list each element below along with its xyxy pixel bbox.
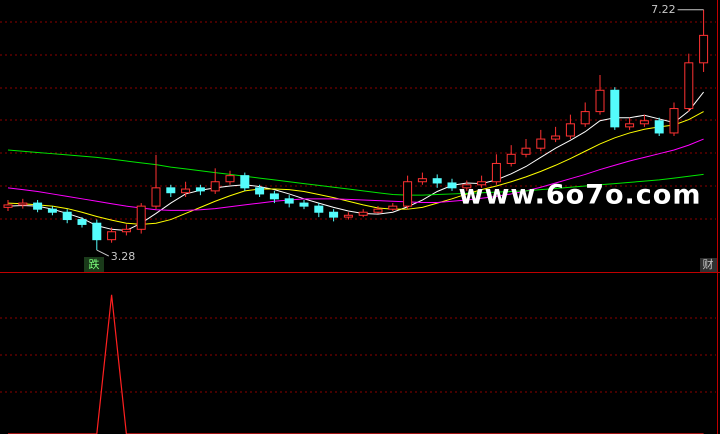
candle-body bbox=[107, 231, 117, 241]
candle-body bbox=[136, 205, 146, 230]
candle-body bbox=[477, 181, 487, 186]
indicator-line bbox=[8, 294, 704, 434]
candle-body bbox=[166, 187, 176, 194]
candle-body bbox=[62, 211, 72, 221]
annotation: 3.28 bbox=[111, 250, 136, 263]
candle-body bbox=[699, 34, 709, 64]
candle-body bbox=[77, 219, 87, 225]
candle-body bbox=[255, 187, 265, 195]
candle-body bbox=[684, 62, 694, 110]
candle-body bbox=[491, 162, 501, 183]
candle-body bbox=[462, 184, 472, 189]
candle-body bbox=[18, 202, 28, 206]
annotation: 7.22 bbox=[651, 3, 676, 16]
badge-label: 财 bbox=[703, 257, 714, 271]
candle-body bbox=[447, 182, 457, 189]
candle-body bbox=[551, 135, 561, 140]
candle-body bbox=[121, 228, 131, 233]
candle-body bbox=[329, 211, 339, 218]
annotation-leader bbox=[96, 249, 110, 257]
ma-line bbox=[7, 138, 704, 211]
candle-body bbox=[610, 89, 620, 128]
candle-body bbox=[639, 120, 649, 125]
candle-body bbox=[536, 138, 546, 149]
candle-body bbox=[417, 178, 427, 183]
candle-body bbox=[669, 108, 679, 134]
candle-body bbox=[225, 175, 235, 183]
candle-body bbox=[343, 214, 353, 218]
candle-body bbox=[358, 211, 368, 216]
candle-body bbox=[595, 89, 605, 113]
candle-body bbox=[33, 202, 43, 210]
candle-body bbox=[3, 204, 13, 208]
candle-body bbox=[314, 205, 324, 213]
candle-body bbox=[432, 178, 442, 184]
candle-body bbox=[403, 181, 413, 207]
candle-body bbox=[269, 193, 279, 200]
candle-body bbox=[580, 111, 590, 125]
candle-body bbox=[521, 147, 531, 155]
signal-box bbox=[84, 257, 104, 272]
candle-body bbox=[240, 175, 250, 189]
signal-label: 跌 bbox=[89, 257, 100, 271]
candle-body bbox=[625, 123, 635, 128]
candle-body bbox=[506, 153, 516, 164]
badge-box bbox=[700, 258, 717, 272]
candle-body bbox=[654, 120, 664, 134]
candle-body bbox=[210, 181, 220, 192]
candle-body bbox=[565, 123, 575, 137]
candle-body bbox=[47, 208, 57, 213]
candle-body bbox=[92, 222, 102, 241]
watermark: www.6o7o.com bbox=[459, 180, 702, 211]
candle-body bbox=[181, 188, 191, 194]
candle-body bbox=[195, 187, 205, 192]
ma-line bbox=[7, 111, 704, 225]
candle-body bbox=[373, 208, 383, 213]
candle-body bbox=[284, 198, 294, 204]
candle-body bbox=[151, 187, 161, 207]
ma-line bbox=[7, 149, 704, 196]
candle-body bbox=[299, 202, 309, 207]
candle-body bbox=[388, 205, 398, 210]
